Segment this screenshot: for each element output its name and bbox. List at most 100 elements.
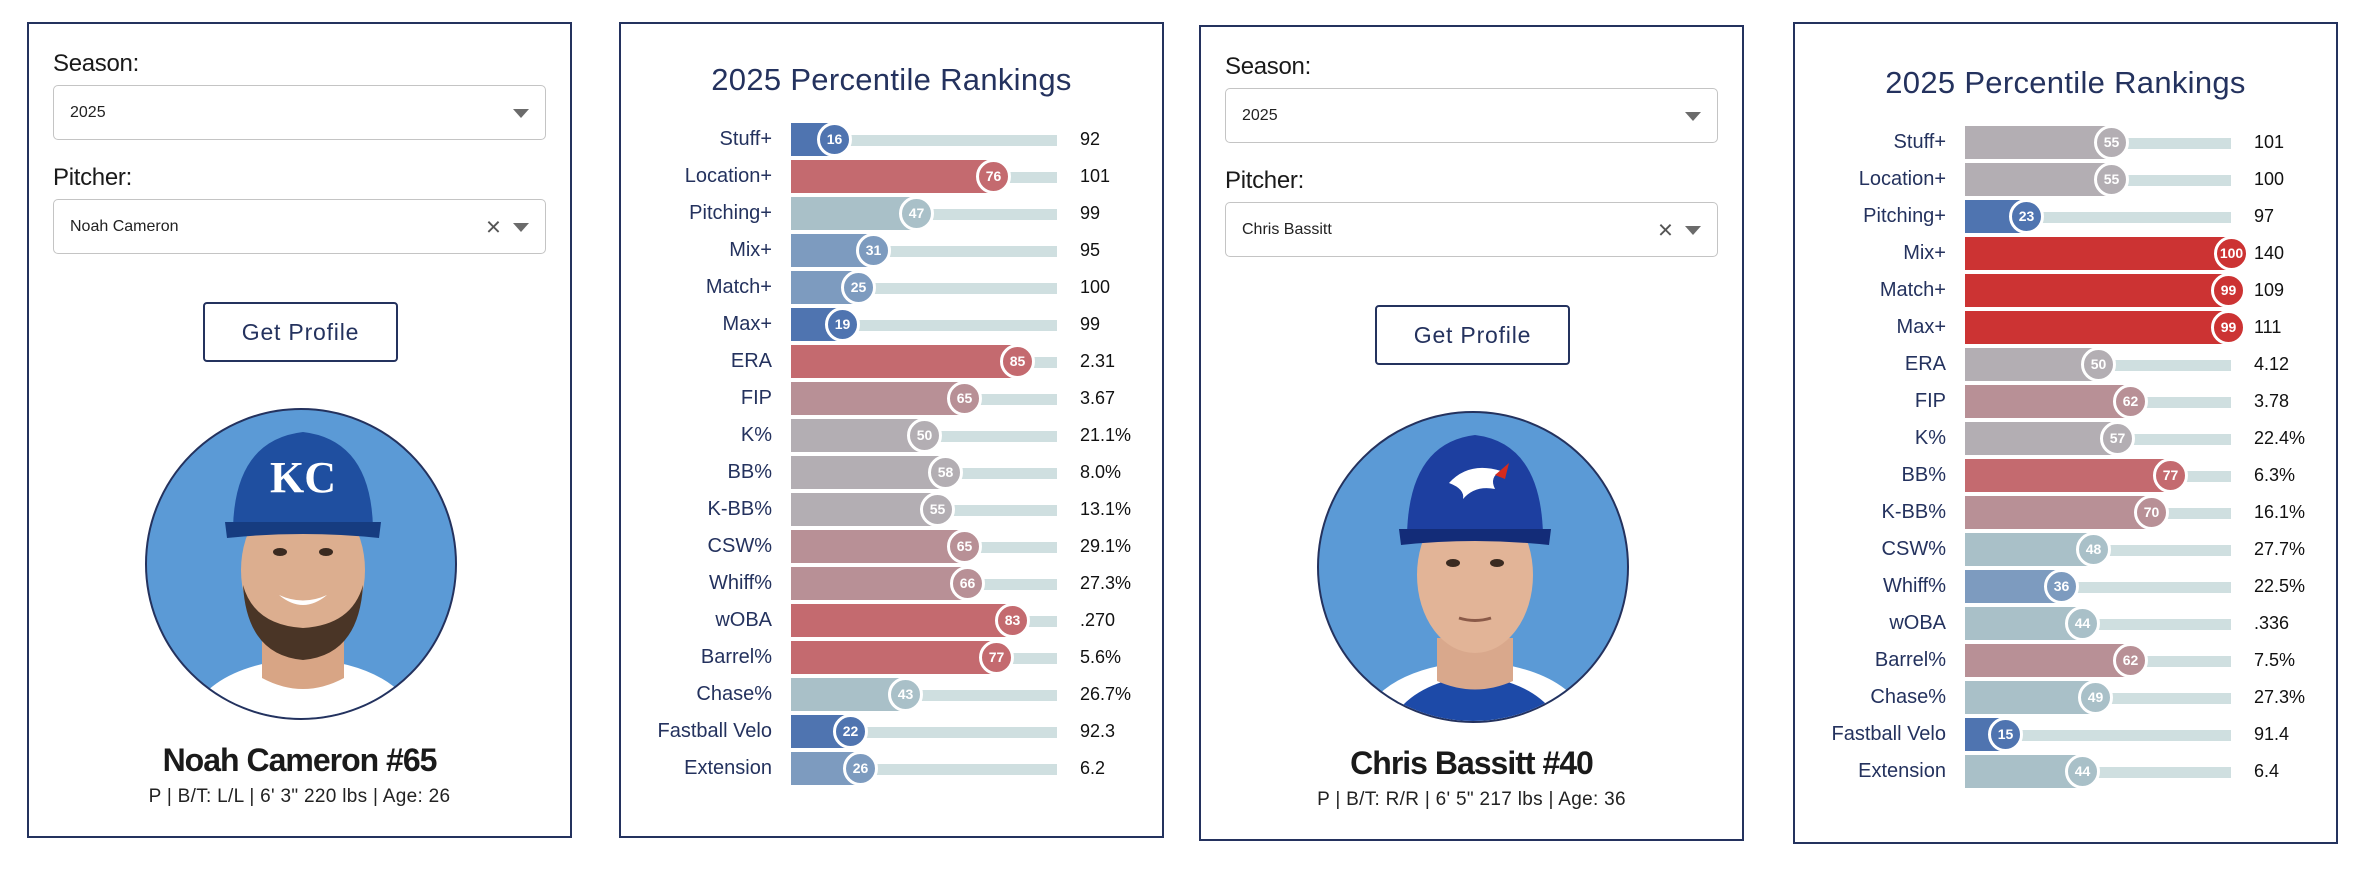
percentile-bar [1965, 126, 2111, 159]
chart-row: Fastball Velo 15 91.4 [1795, 716, 2336, 753]
stat-value: 97 [2254, 206, 2275, 226]
player-headshot [1317, 411, 1629, 723]
percentile-bar [1965, 681, 2095, 714]
percentile-marker: 62 [2113, 384, 2148, 419]
percentile-chart-panel-2: 2025 Percentile Rankings Stuff+ 55 101 Loca… [1793, 22, 2338, 844]
stat-value: 100 [2254, 169, 2285, 189]
season-select[interactable]: 2025 [53, 85, 546, 140]
category-label: Chase% [1870, 686, 1946, 708]
clear-icon[interactable]: × [485, 210, 501, 241]
stat-value: 27.3% [1080, 573, 1132, 593]
percentile-bar [791, 197, 916, 230]
category-label: Barrel% [700, 646, 772, 668]
stat-value: 101 [2254, 132, 2285, 152]
chevron-down-icon[interactable] [513, 108, 529, 118]
category-label: Whiff% [1883, 575, 1946, 597]
chart-row: Chase% 49 27.3% [1795, 679, 2336, 716]
chart-row: FIP 62 3.78 [1795, 383, 2336, 420]
percentile-marker: 43 [888, 677, 923, 712]
percentile-bar [791, 456, 945, 489]
percentile-marker: 50 [2081, 347, 2116, 382]
category-label: Barrel% [1874, 649, 1946, 671]
chart-row: Whiff% 36 22.5% [1795, 568, 2336, 605]
stat-value: 101 [1080, 166, 1111, 186]
get-profile-button[interactable]: Get Profile [1375, 305, 1570, 365]
category-label: ERA [1904, 353, 1946, 375]
stat-value: 27.3% [2254, 687, 2306, 707]
percentile-marker: 58 [928, 455, 963, 490]
pitcher-select[interactable]: Noah Cameron × [53, 199, 546, 254]
percentile-bar [1965, 274, 2228, 307]
category-label: Max+ [722, 313, 772, 335]
season-label: Season: [53, 50, 139, 77]
percentile-marker: 55 [920, 492, 955, 527]
percentile-bar [791, 567, 967, 600]
stat-value: 27.7% [2254, 539, 2306, 559]
percentile-bar [1965, 237, 2231, 270]
chart-row: Match+ 25 100 [621, 269, 1162, 306]
category-label: K% [740, 424, 772, 446]
stat-value: 26.7% [1080, 684, 1132, 704]
chart-row: Barrel% 62 7.5% [1795, 642, 2336, 679]
category-label: BB% [1901, 464, 1946, 486]
chart-row: Max+ 19 99 [621, 306, 1162, 343]
bar-track [791, 283, 1057, 294]
percentile-bar [1965, 311, 2228, 344]
category-label: K-BB% [707, 498, 772, 520]
bar-track [791, 727, 1057, 738]
stat-value: 95 [1080, 240, 1101, 260]
percentile-bar [791, 345, 1017, 378]
chart-row: Pitching+ 47 99 [621, 195, 1162, 232]
percentile-marker: 77 [2153, 458, 2188, 493]
percentile-bar [1965, 422, 2117, 455]
percentile-marker: 66 [950, 566, 985, 601]
category-label: Pitching+ [1863, 205, 1946, 227]
category-label: wOBA [1889, 612, 1946, 634]
percentile-marker: 44 [2065, 606, 2100, 641]
category-label: Whiff% [709, 572, 772, 594]
percentile-marker: 70 [2134, 495, 2169, 530]
season-select[interactable]: 2025 [1225, 88, 1718, 143]
percentile-bar [1965, 755, 2082, 788]
chart-row: BB% 58 8.0% [621, 454, 1162, 491]
chart-row: K-BB% 55 13.1% [621, 491, 1162, 528]
stat-value: 8.0% [1080, 462, 1122, 482]
stat-value: 6.3% [2254, 465, 2296, 485]
stat-value: 2.31 [1080, 351, 1116, 371]
category-label: Mix+ [1903, 242, 1946, 264]
chart-row: Extension 26 6.2 [621, 750, 1162, 787]
pitcher-select[interactable]: Chris Bassitt × [1225, 202, 1718, 257]
chart-row: K% 57 22.4% [1795, 420, 2336, 457]
percentile-marker: 44 [2065, 754, 2100, 789]
get-profile-button[interactable]: Get Profile [203, 302, 398, 362]
category-label: Extension [684, 757, 772, 779]
percentile-bar [791, 382, 964, 415]
chart-row: ERA 50 4.12 [1795, 346, 2336, 383]
bar-track [1965, 582, 2231, 593]
percentile-bar [1965, 163, 2111, 196]
stat-value: .336 [2254, 613, 2290, 633]
percentile-bar [791, 530, 964, 563]
category-label: Fastball Velo [1831, 723, 1946, 745]
chart-row: ERA 85 2.31 [621, 343, 1162, 380]
stat-value: 99 [1080, 314, 1101, 334]
pitcher-label: Pitcher: [1225, 167, 1304, 194]
percentile-bar [791, 160, 993, 193]
stat-value: 92.3 [1080, 721, 1116, 741]
bar-track [791, 135, 1057, 146]
chart-row: K% 50 21.1% [621, 417, 1162, 454]
percentile-bar [791, 419, 924, 452]
stat-value: 22.4% [2254, 428, 2306, 448]
chart-row: BB% 77 6.3% [1795, 457, 2336, 494]
chevron-down-icon[interactable] [1685, 225, 1701, 235]
cap-crown [233, 432, 373, 528]
clear-icon[interactable]: × [1657, 213, 1673, 244]
percentile-marker: 31 [856, 233, 891, 268]
percentile-marker: 77 [979, 640, 1014, 675]
chevron-down-icon[interactable] [1685, 111, 1701, 121]
chevron-down-icon[interactable] [513, 222, 529, 232]
percentile-marker: 85 [1000, 344, 1035, 379]
category-label: FIP [740, 387, 772, 409]
stat-value: 6.2 [1080, 758, 1106, 778]
percentile-marker: 19 [825, 307, 860, 342]
